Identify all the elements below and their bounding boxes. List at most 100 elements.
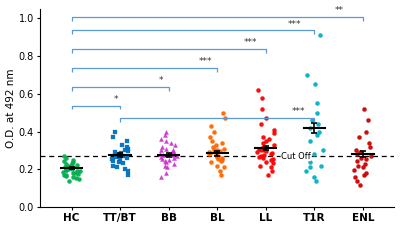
Point: [314, 134, 320, 137]
Text: Cut Off: Cut Off: [281, 152, 311, 161]
Point: [113, 155, 119, 159]
Point: [367, 145, 374, 149]
Point: [63, 168, 69, 171]
Point: [61, 154, 67, 158]
Point: [214, 164, 220, 167]
Point: [66, 179, 72, 183]
Point: [218, 159, 224, 163]
Point: [117, 153, 124, 156]
Point: [120, 161, 126, 165]
Point: [268, 153, 274, 156]
Point: [110, 135, 116, 139]
Point: [270, 157, 276, 161]
Point: [268, 158, 274, 162]
Point: [254, 150, 260, 154]
Point: [210, 145, 216, 149]
Point: [261, 153, 268, 157]
Point: [311, 175, 318, 179]
Point: [160, 153, 166, 157]
Point: [76, 169, 83, 173]
Point: [63, 169, 70, 172]
Text: ***: ***: [199, 57, 212, 66]
Point: [109, 157, 115, 161]
Point: [75, 172, 81, 176]
Point: [363, 157, 370, 161]
Point: [218, 173, 224, 177]
Point: [207, 151, 214, 155]
Point: [259, 96, 265, 99]
Point: [259, 156, 266, 160]
Point: [114, 166, 120, 169]
Point: [63, 169, 69, 172]
Text: **: **: [335, 6, 344, 15]
Point: [62, 173, 69, 177]
Point: [62, 156, 69, 160]
Point: [303, 169, 310, 173]
Point: [263, 160, 270, 164]
Point: [316, 130, 322, 134]
Point: [72, 176, 79, 180]
Point: [60, 170, 66, 174]
Point: [269, 169, 276, 173]
Point: [158, 149, 164, 152]
Point: [354, 159, 360, 163]
Point: [320, 149, 326, 152]
Point: [172, 143, 178, 147]
Point: [271, 132, 277, 135]
Point: [258, 154, 264, 158]
Point: [69, 168, 75, 171]
Point: [306, 160, 313, 164]
Point: [355, 164, 361, 167]
Point: [366, 141, 373, 145]
Point: [124, 147, 131, 150]
Point: [162, 134, 168, 137]
Point: [271, 128, 277, 131]
Point: [261, 149, 268, 152]
Point: [367, 154, 374, 158]
Point: [162, 139, 169, 143]
Point: [170, 149, 176, 152]
Point: [260, 141, 266, 145]
Point: [257, 164, 264, 167]
Point: [125, 169, 132, 173]
Point: [110, 159, 117, 163]
Point: [60, 173, 67, 177]
Point: [216, 150, 223, 153]
Point: [63, 162, 70, 166]
Point: [70, 160, 76, 164]
Point: [208, 124, 214, 128]
Point: [162, 159, 168, 163]
Point: [365, 118, 372, 122]
Point: [356, 135, 362, 139]
Point: [270, 161, 276, 165]
Point: [270, 143, 277, 147]
Point: [358, 156, 364, 160]
Point: [216, 169, 223, 173]
Point: [158, 137, 164, 141]
Point: [222, 117, 228, 120]
Point: [315, 122, 322, 126]
Point: [206, 150, 212, 154]
Point: [164, 166, 170, 169]
Point: [162, 171, 169, 175]
Point: [170, 153, 177, 157]
Point: [214, 155, 220, 159]
Point: [62, 174, 69, 178]
Point: [65, 168, 71, 171]
Point: [117, 158, 123, 162]
Text: *: *: [159, 76, 163, 85]
Point: [125, 173, 131, 177]
Point: [318, 164, 325, 167]
Point: [307, 139, 313, 143]
Point: [260, 135, 266, 139]
Point: [256, 155, 262, 159]
Point: [356, 183, 363, 186]
Point: [163, 160, 169, 164]
Point: [352, 175, 358, 179]
Point: [353, 149, 359, 152]
Point: [170, 150, 176, 153]
Point: [159, 157, 166, 161]
Point: [125, 150, 132, 153]
Point: [263, 150, 269, 153]
Point: [162, 130, 169, 134]
